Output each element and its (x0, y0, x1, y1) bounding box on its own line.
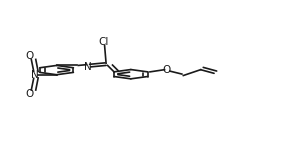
Text: O: O (163, 65, 171, 75)
Text: Cl: Cl (98, 37, 108, 47)
Text: N: N (84, 62, 92, 72)
Text: O: O (26, 51, 34, 61)
Text: N: N (31, 70, 39, 80)
Text: O: O (26, 89, 34, 99)
